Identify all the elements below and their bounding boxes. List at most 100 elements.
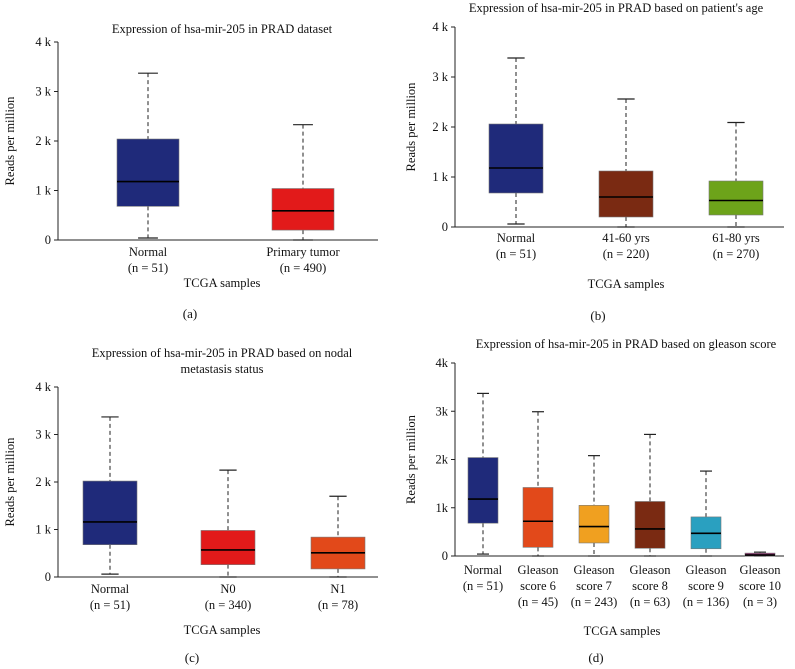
category-label: Normal (129, 245, 168, 259)
box-iqr (271, 188, 335, 231)
category-label: 61-80 yrs (712, 231, 760, 245)
chart-title: Expression of hsa-mir-205 in PRAD based … (476, 337, 777, 351)
category-label: N1 (330, 582, 345, 596)
category-label: Gleason (630, 563, 672, 577)
category-label: Gleason (686, 563, 728, 577)
category-label: (n = 78) (318, 598, 358, 612)
y-tick-label: 4 k (35, 35, 51, 49)
category-label: (n = 51) (496, 247, 536, 261)
panel-tag: (b) (590, 308, 605, 323)
box-iqr (200, 530, 256, 565)
box-group (200, 469, 256, 578)
y-tick-label: 3k (436, 404, 449, 418)
box-group (522, 411, 554, 557)
y-axis-label: Reads per million (404, 414, 418, 504)
y-tick-label: 0 (45, 233, 51, 247)
y-axis-label: Reads per million (404, 82, 418, 172)
y-tick-label: 1 k (432, 170, 448, 184)
panel-tag: (d) (588, 650, 603, 665)
category-label: N0 (220, 582, 235, 596)
y-axis-label: Reads per million (3, 96, 17, 186)
y-tick-label: 3 k (432, 70, 448, 84)
y-tick-label: 4k (436, 356, 449, 370)
box-iqr (634, 501, 666, 549)
category-label: Gleason (518, 563, 560, 577)
y-tick-label: 1 k (35, 523, 51, 537)
box-iqr (598, 170, 654, 218)
box-iqr (488, 123, 544, 194)
panel-c: Expression of hsa-mir-205 in PRAD based … (3, 346, 378, 665)
box-group (690, 470, 722, 557)
category-label: (n = 51) (90, 598, 130, 612)
category-label: (n = 220) (603, 247, 650, 261)
category-label: (n = 51) (128, 261, 168, 275)
box-iqr (522, 487, 554, 548)
category-label: Gleason (740, 563, 782, 577)
x-axis-label: TCGA samples (184, 276, 261, 290)
category-label: Normal (464, 563, 503, 577)
y-tick-label: 0 (442, 549, 448, 563)
y-axis-label: Reads per million (3, 437, 17, 527)
x-axis-label: TCGA samples (584, 624, 661, 638)
category-label: (n = 270) (713, 247, 760, 261)
category-label: 41-60 yrs (602, 231, 650, 245)
category-label: score 6 (520, 579, 556, 593)
box-group (488, 57, 544, 225)
category-label: (n = 340) (205, 598, 252, 612)
panel-a: Expression of hsa-mir-205 in PRAD datase… (3, 22, 378, 321)
y-tick-label: 3 k (35, 85, 51, 99)
category-label: (n = 3) (743, 595, 777, 609)
y-tick-label: 4 k (35, 380, 51, 394)
y-tick-label: 0 (45, 570, 51, 584)
category-label: score 7 (576, 579, 612, 593)
category-label: score 10 (739, 579, 781, 593)
panel-tag: (c) (185, 650, 199, 665)
box-group (82, 416, 138, 575)
box-group (271, 124, 335, 241)
box-group (598, 98, 654, 228)
x-axis-label: TCGA samples (588, 277, 665, 291)
y-tick-label: 2 k (35, 475, 51, 489)
box-group (467, 392, 499, 555)
box-iqr (708, 180, 764, 216)
y-tick-label: 2k (436, 453, 449, 467)
x-axis-label: TCGA samples (184, 623, 261, 637)
category-label: Gleason (574, 563, 616, 577)
box-iqr (116, 138, 180, 207)
category-label: score 9 (688, 579, 724, 593)
box-group (634, 433, 666, 557)
chart-title: Expression of hsa-mir-205 in PRAD based … (469, 1, 764, 15)
y-tick-label: 1k (436, 501, 449, 515)
category-label: (n = 136) (683, 595, 730, 609)
y-tick-label: 2 k (432, 120, 448, 134)
y-tick-label: 3 k (35, 428, 51, 442)
box-iqr (578, 505, 610, 544)
category-label: Primary tumor (266, 245, 340, 259)
y-tick-label: 2 k (35, 134, 51, 148)
panel-b: Expression of hsa-mir-205 in PRAD based … (404, 1, 784, 323)
category-label: (n = 490) (280, 261, 327, 275)
box-group (116, 72, 180, 239)
chart-title: Expression of hsa-mir-205 in PRAD based … (92, 346, 353, 360)
box-group (578, 455, 610, 557)
box-group (744, 551, 776, 557)
category-label: Normal (91, 582, 130, 596)
category-label: (n = 243) (571, 595, 618, 609)
category-label: (n = 45) (518, 595, 558, 609)
chart-title: Expression of hsa-mir-205 in PRAD datase… (112, 22, 333, 36)
box-iqr (467, 457, 499, 524)
category-label: score 8 (632, 579, 668, 593)
panel-tag: (a) (183, 306, 197, 321)
box-iqr (82, 480, 138, 545)
box-group (310, 495, 366, 578)
y-tick-label: 1 k (35, 184, 51, 198)
box-group (708, 121, 764, 228)
y-tick-label: 0 (442, 220, 448, 234)
y-tick-label: 4 k (432, 20, 448, 34)
chart-title: metastasis status (181, 362, 264, 376)
panel-d: Expression of hsa-mir-205 in PRAD based … (404, 337, 784, 665)
category-label: (n = 63) (630, 595, 670, 609)
category-label: Normal (497, 231, 536, 245)
category-label: (n = 51) (463, 579, 503, 593)
